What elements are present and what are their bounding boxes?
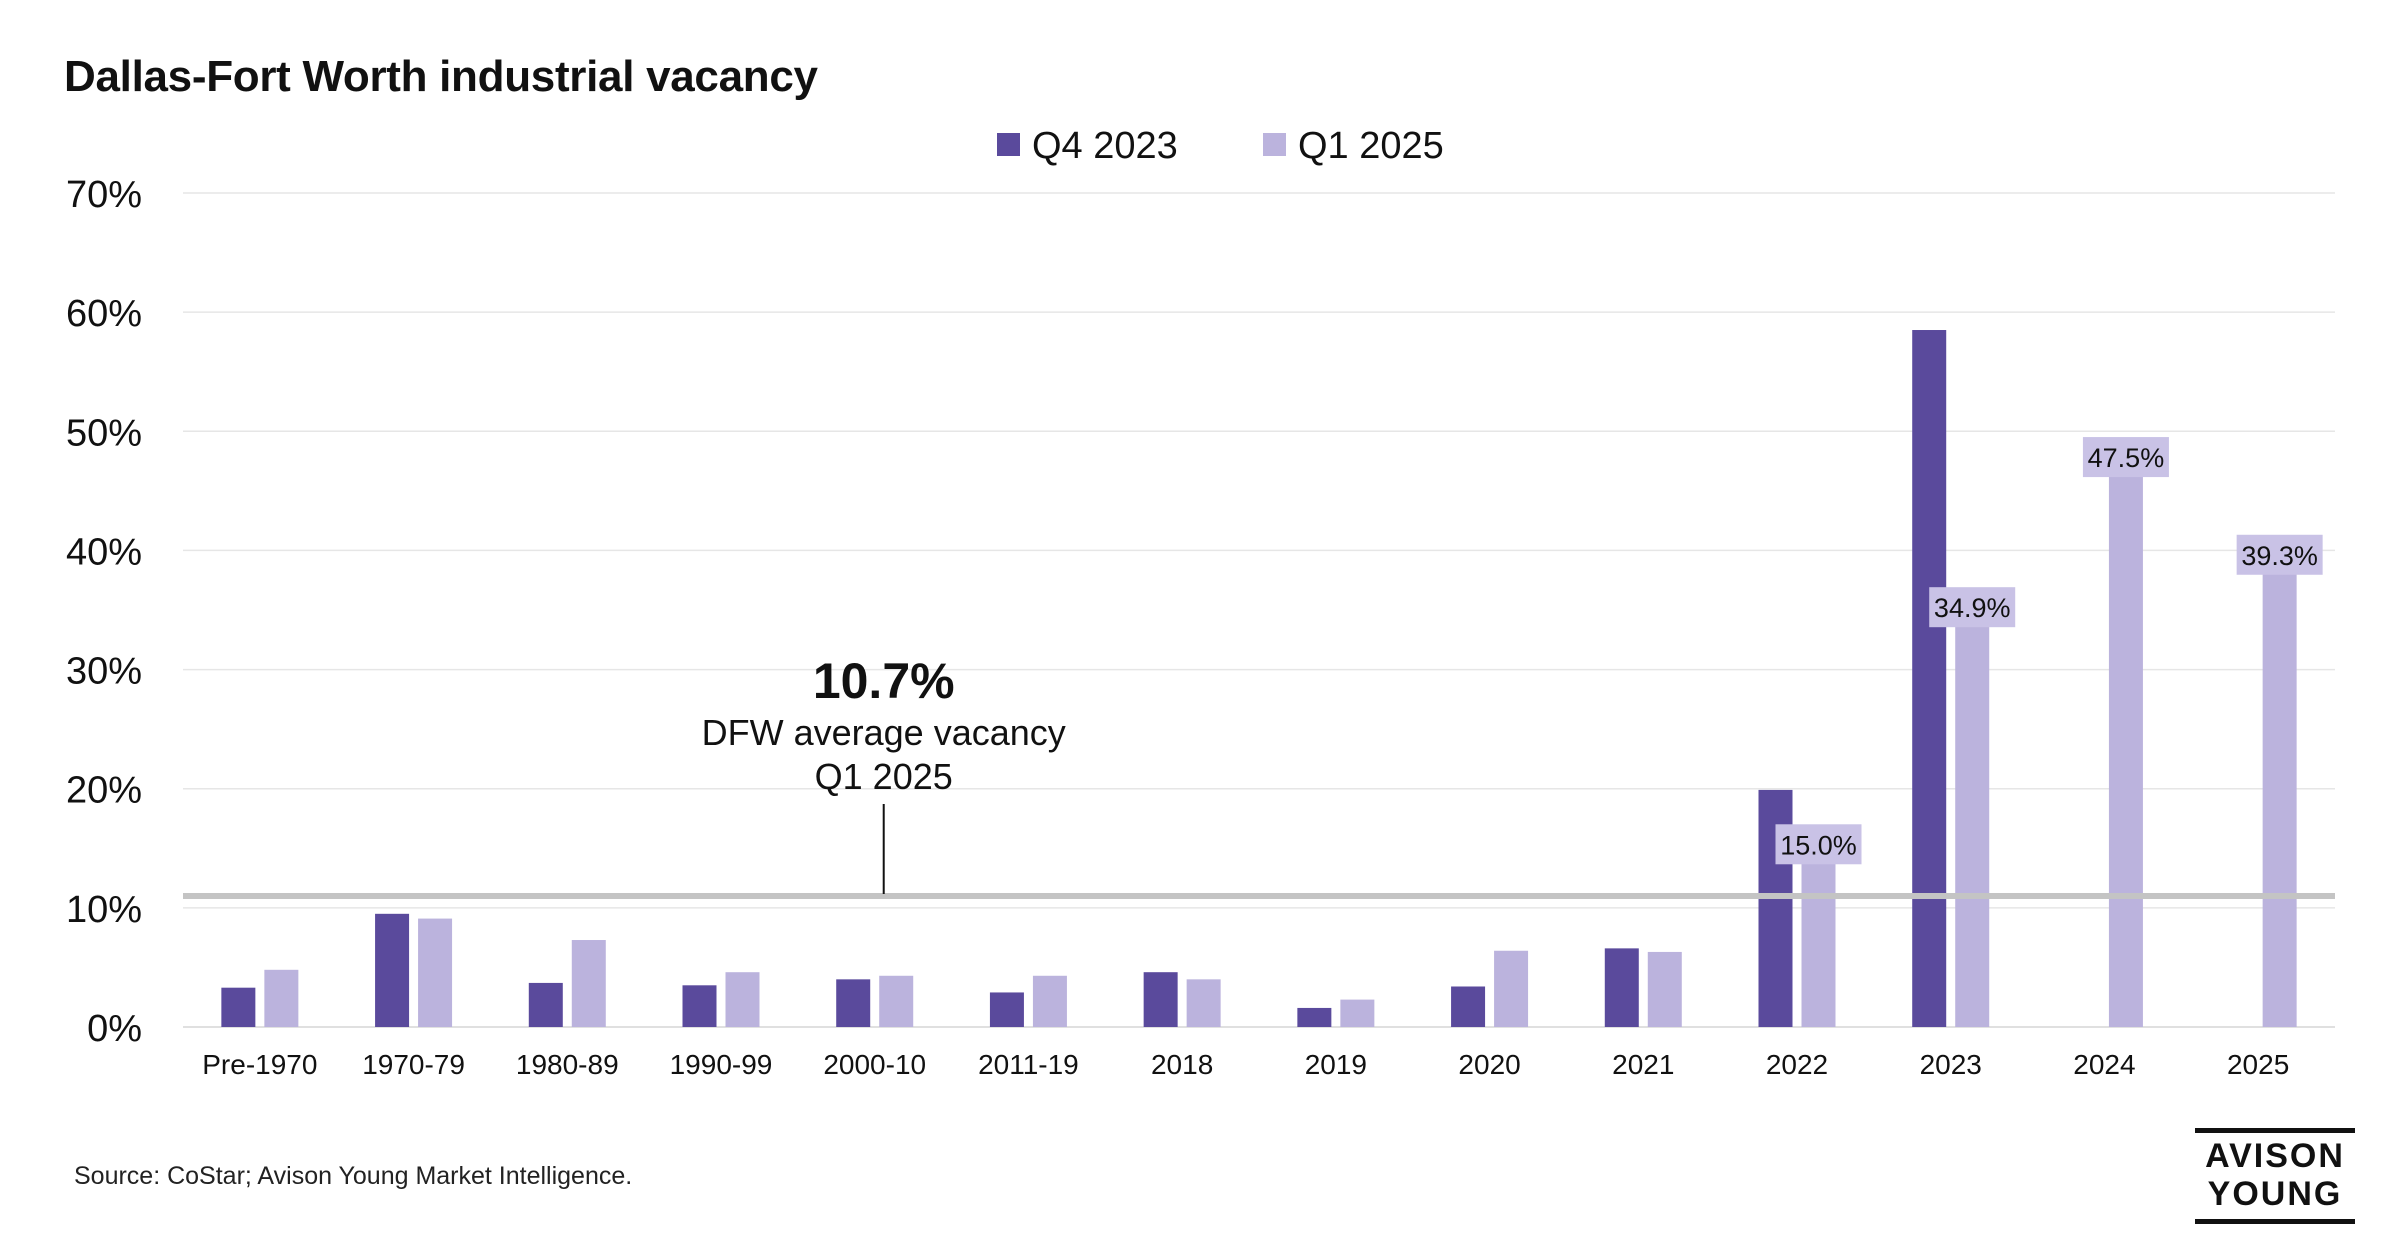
bar-q4-2023-1990-99 bbox=[682, 985, 717, 1027]
logo-line-2: YOUNG bbox=[2207, 1175, 2343, 1213]
bar-q1-2025-2023 bbox=[1955, 611, 1990, 1027]
data-label: 47.5% bbox=[2088, 443, 2165, 473]
chart-title: Dallas-Fort Worth industrial vacancy bbox=[64, 52, 818, 101]
y-tick-label: 0% bbox=[87, 1008, 142, 1050]
legend-label-2: Q1 2025 bbox=[1298, 125, 1444, 167]
bar-q4-2023-1980-89 bbox=[528, 982, 563, 1027]
x-tick-label: 2024 bbox=[2073, 1049, 2135, 1080]
x-tick-label: 2018 bbox=[1151, 1049, 1213, 1080]
avison-young-logo: AVISON YOUNG bbox=[2195, 1128, 2355, 1224]
legend-swatch-1 bbox=[997, 133, 1020, 156]
data-label: 39.3% bbox=[2241, 541, 2318, 571]
bar-q4-2023-2000-10 bbox=[836, 979, 871, 1027]
x-tick-label: 2000-10 bbox=[823, 1049, 926, 1080]
bar-q1-2025-1980-89 bbox=[571, 940, 606, 1027]
bar-q1-2025-2000-10 bbox=[879, 975, 914, 1027]
annotation-headline: 10.7% bbox=[813, 653, 955, 709]
x-tick-label: 2022 bbox=[1766, 1049, 1828, 1080]
y-tick-label: 70% bbox=[66, 174, 142, 216]
bar-q4-2023-2011-19 bbox=[989, 992, 1024, 1027]
x-tick-label: 2020 bbox=[1458, 1049, 1520, 1080]
y-tick-label: 10% bbox=[66, 889, 142, 931]
legend-swatch-2 bbox=[1263, 133, 1286, 156]
y-tick-label: 40% bbox=[66, 531, 142, 573]
bar-q1-2025-2024 bbox=[2108, 461, 2143, 1028]
x-tick-label: 2021 bbox=[1612, 1049, 1674, 1080]
bar-q1-2025-1970-79 bbox=[418, 918, 453, 1027]
data-label-box bbox=[1929, 587, 2016, 628]
data-label: 15.0% bbox=[1780, 830, 1857, 860]
bar-q1-2025-1990-99 bbox=[725, 972, 760, 1027]
bar-q1-2025-2021 bbox=[1647, 951, 1682, 1027]
data-label: 34.9% bbox=[1934, 593, 2011, 623]
logo-line-1: AVISON bbox=[2205, 1137, 2345, 1175]
data-label-box bbox=[2236, 534, 2323, 575]
bar-q4-2023-2020 bbox=[1451, 986, 1486, 1027]
annotation-line-1: DFW average vacancy bbox=[702, 712, 1066, 753]
bar-q1-2025-2025 bbox=[2262, 558, 2297, 1027]
x-tick-label: 2019 bbox=[1305, 1049, 1367, 1080]
y-tick-label: 50% bbox=[66, 412, 142, 454]
x-tick-label: 2025 bbox=[2227, 1049, 2289, 1080]
bar-q1-2025-2018 bbox=[1186, 979, 1221, 1027]
x-tick-label: 1990-99 bbox=[670, 1049, 773, 1080]
x-tick-label: Pre-1970 bbox=[202, 1049, 317, 1080]
bar-q4-2023-2018 bbox=[1143, 972, 1178, 1027]
bar-q1-2025-pre-1970 bbox=[264, 969, 299, 1027]
bar-q4-2023-1970-79 bbox=[375, 913, 410, 1027]
annotation-line-2: Q1 2025 bbox=[815, 756, 953, 797]
y-tick-label: 60% bbox=[66, 293, 142, 335]
bar-q4-2023-2019 bbox=[1297, 1007, 1332, 1027]
x-tick-label: 2023 bbox=[1920, 1049, 1982, 1080]
y-tick-label: 20% bbox=[66, 770, 142, 812]
y-tick-label: 30% bbox=[66, 651, 142, 693]
bar-q1-2025-2011-19 bbox=[1032, 975, 1067, 1027]
source-note: Source: CoStar; Avison Young Market Inte… bbox=[74, 1162, 633, 1190]
bar-q4-2023-2023 bbox=[1912, 330, 1947, 1027]
data-label-box bbox=[1775, 824, 1862, 865]
bar-q1-2025-2019 bbox=[1340, 999, 1375, 1027]
x-tick-label: 1980-89 bbox=[516, 1049, 619, 1080]
x-tick-label: 1970-79 bbox=[362, 1049, 465, 1080]
data-label-box bbox=[2082, 437, 2169, 478]
bar-q1-2025-2020 bbox=[1494, 950, 1529, 1027]
x-tick-label: 2011-19 bbox=[978, 1049, 1079, 1080]
bar-q4-2023-2021 bbox=[1604, 948, 1639, 1027]
bar-q4-2023-pre-1970 bbox=[221, 987, 256, 1027]
bar-q1-2025-2022 bbox=[1801, 848, 1836, 1027]
legend-label-1: Q4 2023 bbox=[1032, 125, 1178, 167]
